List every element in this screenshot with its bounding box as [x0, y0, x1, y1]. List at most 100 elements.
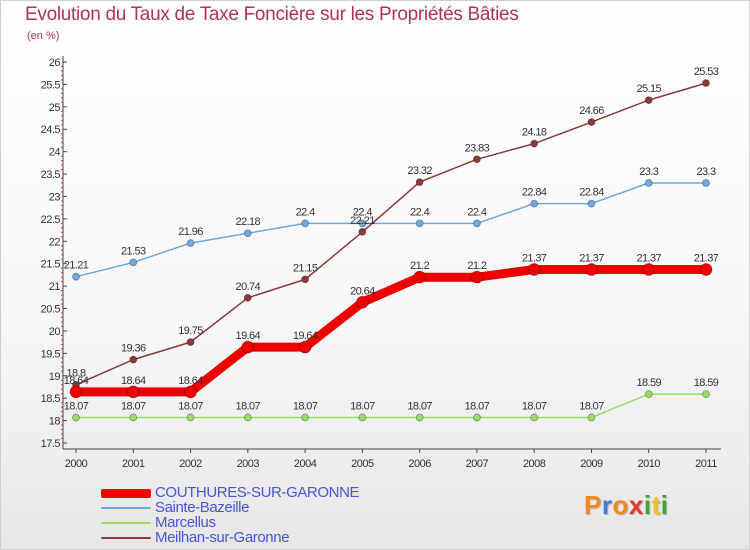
data-point	[470, 270, 484, 284]
data-label: 18.07	[236, 400, 261, 412]
data-label: 21.2	[467, 260, 486, 272]
logo-letter: t	[651, 490, 661, 520]
data-point	[72, 413, 80, 422]
y-tick-label: 22	[49, 236, 61, 248]
y-tick-label: 24.5	[41, 124, 61, 136]
data-point	[129, 413, 138, 422]
data-label: 21.15	[293, 262, 318, 274]
data-label: 21.37	[636, 253, 661, 265]
data-point	[702, 179, 710, 187]
data-label: 25.15	[636, 83, 661, 95]
x-tick-label: 2008	[523, 458, 546, 470]
y-tick-label: 20	[49, 326, 61, 338]
data-label: 21.53	[121, 245, 146, 257]
legend-label: COUTHURES-SUR-GARONNE	[155, 484, 360, 501]
y-tick-label: 21	[49, 281, 61, 293]
data-label: 18.07	[465, 400, 490, 412]
logo-letter: r	[601, 490, 613, 520]
y-tick-label: 23.5	[41, 169, 61, 181]
data-label: 18.07	[121, 400, 146, 412]
legend-swatch	[101, 488, 151, 498]
proxiti-logo: Proxiti	[584, 490, 668, 521]
data-label: 24.66	[579, 105, 604, 117]
x-tick-label: 2010	[637, 458, 660, 470]
data-label: 25.53	[694, 66, 719, 78]
data-label: 22.4	[296, 206, 315, 218]
legend-label: Marcellus	[155, 514, 216, 531]
data-point	[473, 155, 481, 164]
x-tick-label: 2000	[65, 458, 88, 470]
y-tick-label: 21.5	[41, 259, 61, 271]
legend-swatch	[101, 522, 151, 524]
data-point	[243, 229, 252, 238]
data-point	[473, 219, 481, 228]
data-point	[587, 199, 596, 208]
data-point	[587, 413, 596, 422]
data-point	[530, 139, 539, 148]
chart-title: Evolution du Taux de Taxe Foncière sur l…	[25, 4, 519, 25]
data-point	[184, 385, 197, 399]
legend-label: Meilhan-sur-Garonne	[155, 529, 290, 546]
data-label: 19.36	[121, 343, 146, 355]
data-label: 18.8	[66, 368, 85, 380]
legend-swatch	[101, 537, 151, 539]
data-point	[415, 413, 424, 422]
y-tick-label: 19.5	[41, 348, 61, 360]
data-point	[699, 263, 713, 276]
data-label: 22.84	[579, 187, 604, 199]
y-tick-label: 26	[49, 57, 61, 69]
data-point	[642, 263, 656, 276]
data-point	[473, 413, 481, 422]
y-tick-label: 19	[49, 371, 61, 383]
data-label: 19.64	[293, 330, 318, 342]
data-label: 21.37	[579, 253, 604, 265]
data-label: 21.37	[694, 253, 719, 265]
legend-label: Sainte-Bazeille	[155, 499, 250, 516]
data-point	[355, 295, 369, 309]
data-label: 23.83	[465, 142, 490, 154]
data-label: 22.4	[353, 206, 372, 218]
data-point	[358, 413, 367, 422]
data-point	[243, 413, 252, 422]
data-point	[413, 270, 427, 284]
y-tick-label: 18	[49, 416, 61, 428]
data-point	[644, 390, 653, 399]
data-point	[644, 179, 653, 187]
data-label: 19.64	[236, 330, 261, 342]
data-label: 18.07	[178, 400, 203, 412]
x-tick-label: 2003	[237, 458, 260, 470]
data-label: 18.07	[64, 400, 89, 412]
series-line	[71, 265, 711, 397]
x-tick-label: 2001	[122, 458, 145, 470]
data-label: 23.32	[407, 165, 432, 177]
x-tick-label: 2011	[695, 458, 717, 470]
x-tick-label: 2009	[580, 458, 603, 470]
y-tick-label: 23	[49, 191, 61, 203]
data-point	[129, 355, 138, 364]
y-tick-label: 17.5	[41, 438, 61, 450]
data-point	[298, 340, 312, 354]
data-point	[69, 385, 83, 399]
series-line	[75, 393, 707, 419]
data-label: 18.07	[407, 400, 432, 412]
data-point	[585, 263, 598, 276]
data-point	[301, 219, 309, 228]
data-point	[702, 390, 710, 399]
data-label: 18.07	[522, 400, 547, 412]
data-point	[301, 413, 309, 422]
data-point	[527, 263, 541, 276]
data-point	[415, 178, 424, 187]
data-label: 21.37	[522, 253, 547, 265]
x-tick-label: 2004	[294, 458, 317, 470]
y-tick-label: 25.5	[41, 79, 61, 91]
data-point	[358, 219, 367, 228]
data-label: 22.18	[236, 216, 261, 228]
y-tick-label: 20.5	[41, 304, 61, 316]
data-label: 24.18	[522, 127, 547, 139]
data-point	[415, 219, 424, 228]
data-label: 18.64	[64, 375, 89, 387]
data-label: 20.74	[236, 281, 261, 293]
data-point	[530, 199, 539, 208]
data-label: 23.3	[696, 166, 715, 178]
